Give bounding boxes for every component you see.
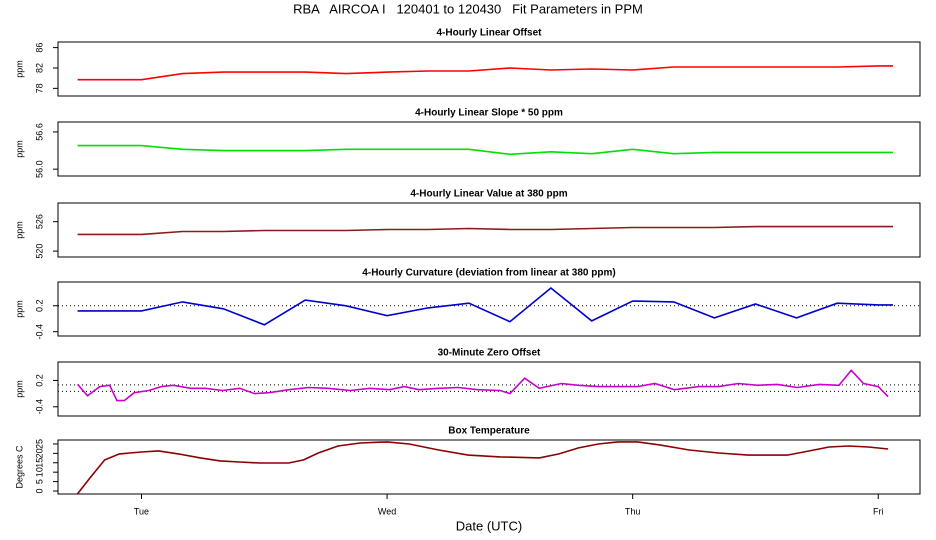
y-tick-label: 15: [34, 458, 44, 468]
x-tick-label: Wed: [378, 506, 396, 516]
data-line: [77, 286, 893, 326]
y-tick-label: 0.2: [34, 374, 44, 387]
x-axis-title: Date (UTC): [456, 518, 522, 533]
y-tick-label: 0: [34, 488, 44, 493]
plot-frame: [57, 121, 921, 177]
y-tick-label: 10: [34, 467, 44, 477]
plot-frame: [57, 361, 921, 417]
y-axis-title: ppm: [14, 221, 24, 239]
y-tick-label: 25: [34, 439, 44, 449]
panel-title: 4-Hourly Linear Slope * 50 ppm: [415, 108, 563, 119]
y-axis-title: ppm: [14, 380, 24, 398]
x-tick-label: Fri: [873, 506, 884, 516]
data-line: [77, 65, 893, 81]
y-tick-label: 520: [34, 244, 44, 259]
panel-title: 4-Hourly Linear Value at 380 ppm: [410, 189, 567, 200]
panel-title: 4-Hourly Curvature (deviation from linea…: [362, 268, 615, 279]
plot-frame: [57, 202, 921, 258]
y-tick-label: 56.0: [34, 160, 44, 178]
y-axis-title: ppm: [14, 300, 24, 318]
chart-title: RBA AIRCOA I 120401 to 120430 Fit Parame…: [293, 1, 643, 16]
y-axis-title: Degrees C: [14, 445, 24, 489]
y-tick-label: 56.6: [34, 123, 44, 141]
data-line: [76, 369, 889, 402]
y-tick-label: -0.4: [34, 324, 44, 340]
y-tick-label: 5: [34, 479, 44, 484]
x-tick-label: Tue: [134, 506, 149, 516]
y-tick-label: 86: [34, 43, 44, 53]
y-tick-label: 526: [34, 214, 44, 229]
y-axis-title: ppm: [14, 60, 24, 78]
plot-frame: [57, 439, 921, 495]
y-tick-label: 0.2: [34, 300, 44, 313]
y-tick-label: 82: [34, 63, 44, 73]
y-axis-title: ppm: [14, 140, 24, 158]
panel-title: 4-Hourly Linear Offset: [436, 28, 542, 39]
data-line: [76, 441, 889, 495]
plot-frame: [57, 41, 921, 97]
plot-frame: [57, 281, 921, 337]
y-tick-label: 78: [34, 83, 44, 93]
x-tick-label: Thu: [625, 506, 641, 516]
y-tick-label: 20: [34, 448, 44, 458]
y-tick-label: -0.4: [34, 399, 44, 415]
panel-title: 30-Minute Zero Offset: [438, 348, 541, 359]
data-line: [77, 225, 893, 236]
data-line: [77, 144, 893, 156]
panel-title: Box Temperature: [448, 426, 530, 437]
